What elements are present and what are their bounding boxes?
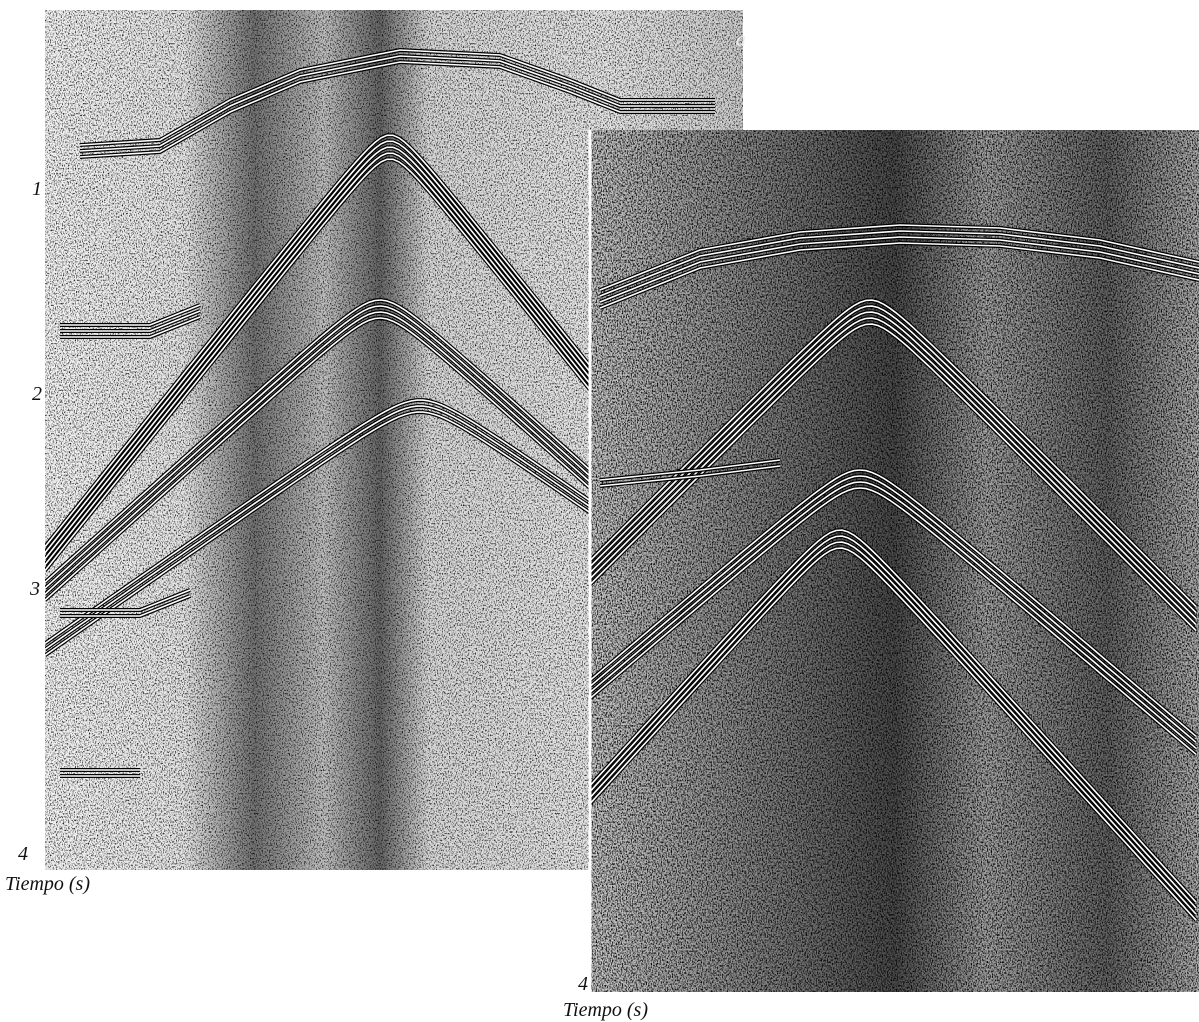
reflection: [590, 299, 1197, 608]
reflection: [599, 224, 1199, 291]
reflection: [599, 465, 781, 487]
reflection: [590, 535, 1197, 909]
reflection: [590, 481, 1197, 749]
reflection: [60, 595, 191, 617]
reflection: [590, 529, 1197, 903]
time-tick-label: 1: [32, 178, 42, 200]
reflection: [599, 242, 1199, 309]
reflection: [599, 459, 781, 481]
reflection: [79, 61, 715, 158]
reflection: [590, 469, 1197, 737]
reflection: [599, 230, 1199, 297]
reflection: [590, 323, 1197, 632]
reflection: [590, 487, 1197, 755]
reflection: [590, 547, 1197, 921]
axis-label: Tiempo (s): [5, 873, 90, 895]
reflection: [590, 475, 1197, 743]
reflection: [60, 589, 191, 611]
axis-label: Tiempo (s): [563, 999, 648, 1021]
reflection: [590, 305, 1197, 614]
reflection: [79, 49, 715, 146]
panel-letter: a: [736, 29, 746, 51]
reflection: [79, 55, 715, 152]
reflection: [590, 541, 1197, 915]
reflection: [60, 310, 201, 332]
time-tick-label: 4: [18, 843, 28, 865]
time-tick-label: 3: [29, 578, 40, 600]
shading: [590, 130, 1199, 992]
reflection: [60, 304, 201, 326]
seismic-panel-b: [590, 130, 1199, 992]
reflection: [599, 236, 1199, 303]
time-tick-label: 4: [578, 973, 588, 995]
time-tick-label: 2: [32, 383, 42, 405]
reflection: [60, 316, 201, 338]
